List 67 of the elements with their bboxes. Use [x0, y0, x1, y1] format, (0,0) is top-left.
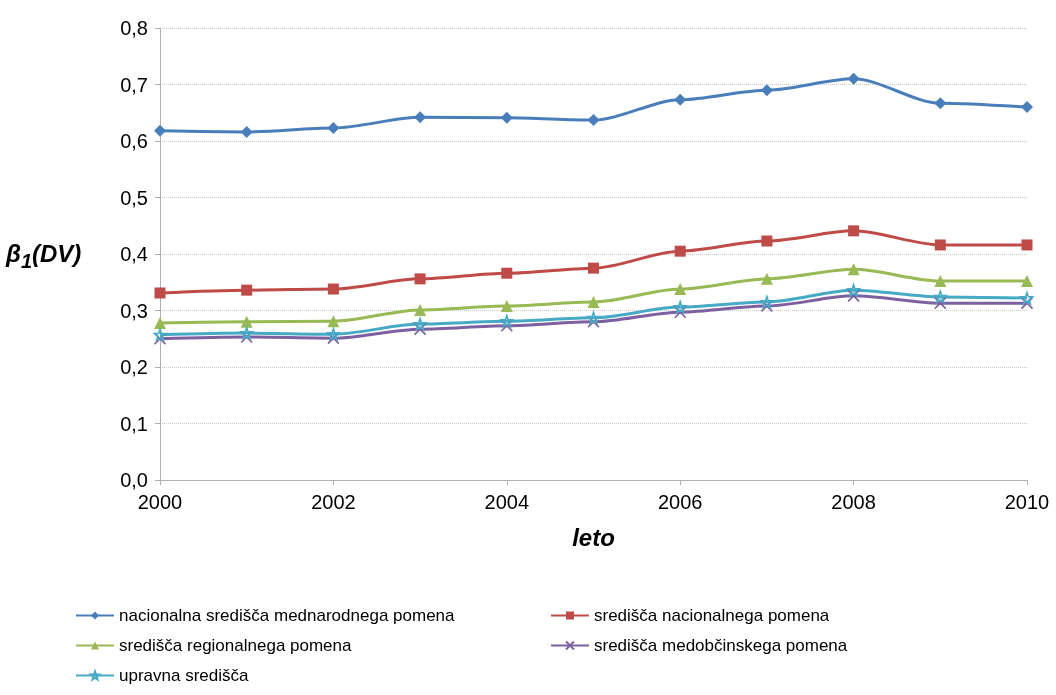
y-tick-label: 0,0	[120, 469, 148, 491]
point	[673, 300, 687, 314]
legend-label: nacionalna središča mednarodnega pomena	[119, 606, 456, 625]
y-tick-label: 0,5	[120, 186, 148, 209]
point	[414, 303, 427, 316]
x-tick-label: 2006	[657, 491, 703, 513]
legend-label: središča medobčinskega pomena	[594, 636, 848, 655]
point	[934, 275, 947, 288]
point	[674, 245, 686, 257]
point	[501, 267, 513, 279]
point	[760, 295, 774, 309]
point	[240, 315, 253, 328]
y-tick-label: 0,6	[120, 130, 148, 152]
point	[674, 283, 687, 296]
point	[847, 263, 860, 276]
legend-label: središča nacionalnega pomena	[594, 606, 830, 625]
point	[327, 327, 340, 341]
point	[1021, 275, 1033, 288]
y-axis-title: β$_{1}$(DV)	[6, 240, 82, 273]
point	[1021, 101, 1033, 114]
y-tick-label: 0,7	[120, 73, 148, 96]
point	[934, 239, 946, 251]
y-tick-label: 0,4	[120, 243, 148, 265]
point	[1020, 296, 1034, 310]
point	[413, 322, 427, 336]
point	[847, 289, 860, 303]
x-tick-label: 2000	[137, 491, 183, 513]
x-tick-label: 2008	[831, 491, 876, 513]
point	[1020, 291, 1034, 305]
point	[847, 72, 860, 85]
point	[414, 273, 426, 285]
y-tick-label: 0,8	[120, 17, 148, 39]
legend-label: upravna središča	[119, 666, 249, 685]
point	[327, 122, 340, 135]
point	[848, 225, 860, 237]
point	[587, 114, 600, 127]
x-axis-title: leto	[572, 523, 615, 551]
point	[1021, 239, 1033, 251]
point	[154, 316, 166, 329]
point	[934, 290, 947, 304]
point	[761, 235, 773, 247]
point	[327, 315, 340, 328]
point	[327, 283, 339, 295]
point	[760, 272, 773, 285]
point	[154, 124, 166, 137]
point	[587, 296, 600, 309]
point	[588, 262, 599, 274]
point	[241, 284, 253, 296]
x-tick-label: 2002	[311, 491, 356, 513]
x-tick-label: 2010	[1004, 491, 1050, 513]
point	[154, 287, 166, 299]
x-tick-label: 2004	[484, 491, 530, 513]
point	[240, 125, 253, 138]
point	[500, 299, 513, 312]
point	[413, 317, 427, 331]
point	[153, 328, 167, 342]
point	[500, 314, 514, 328]
point	[500, 319, 514, 333]
point	[240, 326, 253, 340]
y-tick-label: 0,2	[120, 356, 148, 378]
point	[673, 305, 687, 319]
point	[587, 311, 600, 325]
y-tick-label: 0,1	[120, 412, 148, 435]
point	[847, 283, 860, 297]
legend-label: središča regionalnega pomena	[119, 636, 353, 655]
point	[934, 296, 947, 310]
y-tick-label: 0,3	[120, 299, 148, 322]
